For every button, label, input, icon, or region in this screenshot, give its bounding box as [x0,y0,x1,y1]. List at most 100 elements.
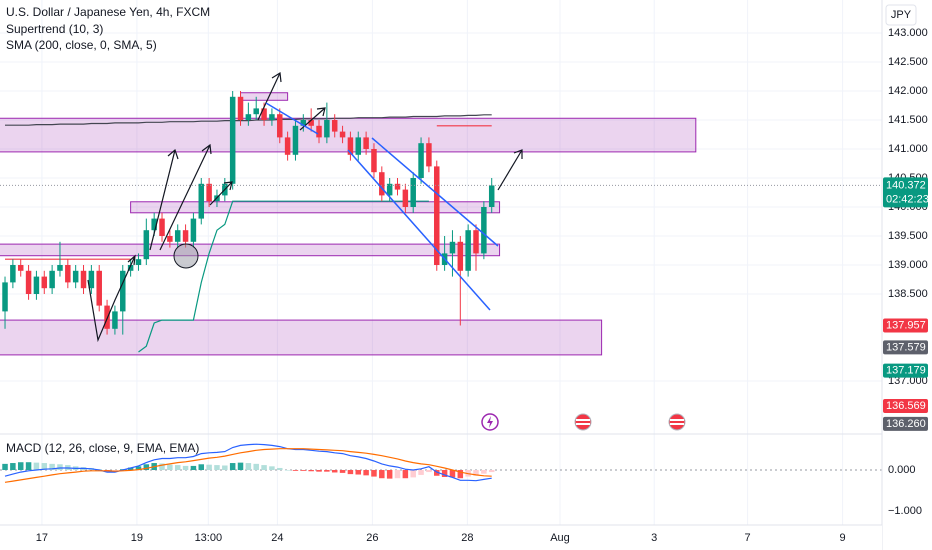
y-tick-label: −1.000 [888,505,922,517]
histogram-bar [379,470,385,479]
candle-body [277,114,283,138]
candle-body [481,206,487,254]
histogram-bar [198,464,205,471]
indicator-label: Supertrend (10, 3) [6,22,103,36]
candle-body [316,125,322,138]
arrow [209,181,233,206]
candle-body [10,264,16,283]
histogram-bar [49,463,55,471]
arrow [87,255,136,343]
y-tick-label: 138.500 [888,288,928,300]
last-price-box [883,177,928,208]
histogram-bar [457,470,464,479]
zone [130,201,501,214]
y-tick-label: 139.000 [888,259,928,271]
histogram-bar [33,462,40,471]
x-tick-label: 13:00 [195,532,223,544]
event-icon-glyph [670,423,684,425]
candle-body [426,143,432,167]
time-axis [0,525,882,550]
candle-body [127,264,134,271]
histogram-bar [363,470,369,476]
candle-body [167,235,173,242]
event-icon[interactable] [668,413,686,431]
y-tick-label: 143.000 [888,27,928,39]
countdown: 02:42:23 [886,193,929,205]
arrow-head [271,71,282,83]
candle-body [135,259,142,265]
candle-body [206,183,212,202]
candle-body [174,230,181,242]
candle-body [284,137,291,155]
histogram-bar [269,466,275,471]
arrow-head [316,107,326,117]
candle-body [473,230,479,254]
candle-body [253,108,259,115]
candle-body [465,230,471,271]
x-tick-label: 19 [131,532,143,544]
candle-body [25,270,32,294]
currency-button[interactable] [885,4,917,26]
arrow-head [167,148,179,160]
histogram-bar [488,470,495,473]
histogram-bar [473,470,479,476]
candle-body [355,137,362,155]
candle-body [120,270,126,312]
arrow-head [513,149,523,159]
channel-line [371,137,499,247]
candle-body [237,96,244,120]
candle-body [269,114,275,120]
arrow [159,144,211,251]
histogram-bar [371,470,377,477]
candle-body [41,276,48,289]
histogram-bar [449,470,456,478]
price-label-box [883,398,928,413]
y-tick-label: 142.500 [888,56,928,68]
event-icon-glyph [487,416,493,428]
axis-labels: 143.000142.500142.000141.500141.000140.5… [36,27,929,544]
event-icon-glyph [576,419,590,421]
histogram-bar [277,467,283,471]
price-label-box [883,318,928,333]
histogram-bar [253,463,259,471]
price-label: 137.179 [886,365,926,377]
candle-body [57,264,63,271]
histogram-bar [316,470,322,472]
candle-body [96,270,102,306]
chart-title: U.S. Dollar / Japanese Yen, 4h, FXCM [6,5,210,19]
candle-body [339,131,346,138]
candle-body [292,125,299,155]
price-label-box [883,340,928,355]
histogram-bar [261,465,267,471]
candle-body [347,137,354,155]
candle-body [331,119,338,132]
candle-body [2,282,8,312]
x-tick-label: Aug [550,532,570,544]
candle-body [80,270,87,289]
candle-body [65,264,71,283]
histogram-bar [112,470,118,471]
arrow [497,149,523,191]
histogram-bar [222,465,228,471]
price-label: 137.957 [886,319,926,331]
trend-lines [265,102,499,311]
histogram-bar [426,470,432,473]
histogram-bar [135,466,142,471]
candle-body [72,270,79,283]
price-label-box [883,363,928,378]
currency: JPY [891,9,912,21]
y-tick-label: 141.000 [888,143,928,155]
histogram-bar [25,462,32,471]
event-icon[interactable] [574,413,592,431]
histogram-bar [174,465,181,471]
channel-line [347,149,491,311]
candle-body [410,177,416,207]
histogram-bar [229,463,236,471]
x-tick-label: 26 [366,532,378,544]
histogram-bar [481,470,487,474]
candle-body [143,230,150,260]
price-label: 137.579 [886,341,926,353]
events [481,413,686,431]
x-tick-label: 28 [461,532,473,544]
